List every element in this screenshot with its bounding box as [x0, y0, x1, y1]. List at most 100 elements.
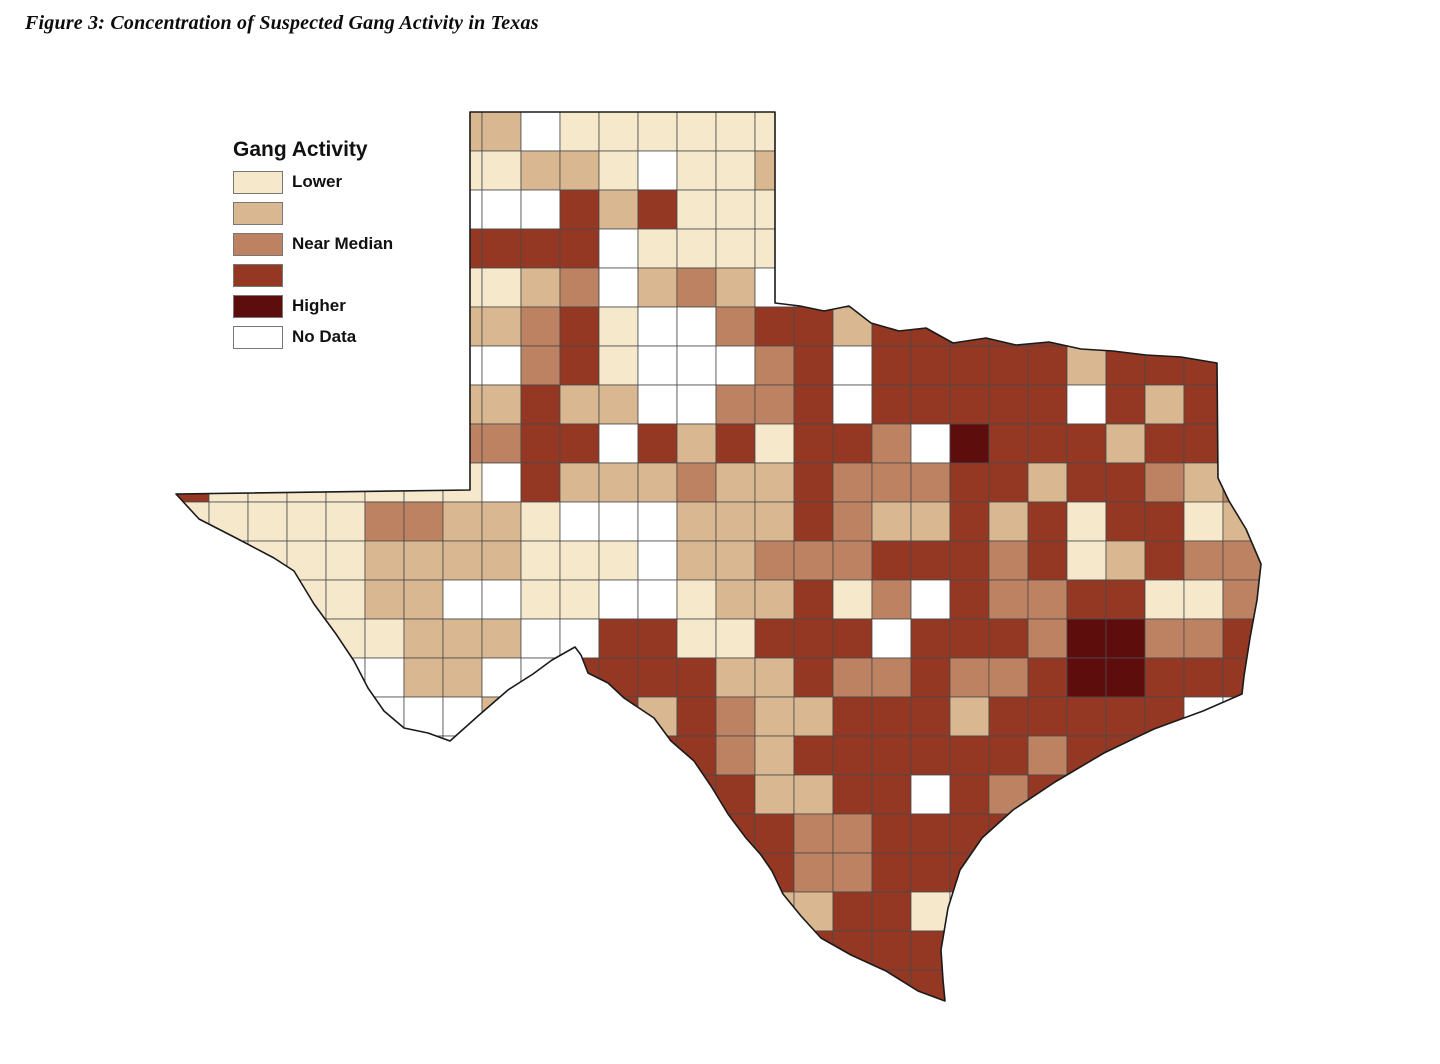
- legend-title: Gang Activity: [233, 138, 368, 161]
- county-cell: [988, 579, 1029, 620]
- county-cell: [1066, 813, 1107, 854]
- legend-swatch-mid-high: [233, 263, 283, 287]
- county-cell: [793, 696, 834, 737]
- county-cell: [1222, 228, 1261, 269]
- county-cell: [520, 696, 561, 737]
- county-cell: [559, 501, 600, 542]
- county-cell: [949, 384, 990, 425]
- county-cell: [793, 813, 834, 854]
- county-cell: [754, 306, 795, 347]
- county-cell: [988, 112, 1029, 152]
- county-cell: [364, 540, 405, 581]
- county-cell: [988, 423, 1029, 464]
- county-cell: [481, 852, 522, 893]
- county-cell: [286, 423, 327, 464]
- legend-item-mid-high: [233, 263, 393, 287]
- county-cell: [1027, 306, 1068, 347]
- county-cell: [832, 306, 873, 347]
- legend-item-near-median: Near Median: [233, 232, 393, 256]
- county-cell: [176, 579, 210, 620]
- county-cell: [871, 852, 912, 893]
- county-cell: [176, 423, 210, 464]
- county-cell: [520, 540, 561, 581]
- county-cell: [598, 267, 639, 308]
- county-cell: [176, 813, 210, 854]
- county-cell: [176, 735, 210, 776]
- county-cell: [325, 618, 366, 659]
- county-cell: [520, 969, 561, 1001]
- county-cell: [1066, 306, 1107, 347]
- county-cell: [598, 852, 639, 893]
- county-cell: [325, 384, 366, 425]
- county-cell: [247, 852, 288, 893]
- county-cell: [715, 969, 756, 1001]
- county-cell: [598, 540, 639, 581]
- county-cell: [949, 852, 990, 893]
- county-cell: [364, 813, 405, 854]
- county-cell: [403, 501, 444, 542]
- county-cell: [286, 618, 327, 659]
- county-cell: [1144, 852, 1185, 893]
- county-cell: [559, 189, 600, 230]
- county-cell: [481, 969, 522, 1001]
- county-cell: [1222, 969, 1261, 1001]
- county-cell: [754, 345, 795, 386]
- county-cell: [1144, 774, 1185, 815]
- county-cell: [637, 579, 678, 620]
- county-cell: [988, 774, 1029, 815]
- legend-item-low-mid: [233, 201, 393, 225]
- county-cell: [715, 423, 756, 464]
- county-cell: [754, 618, 795, 659]
- legend-rows: Lower Near Median Higher No Data: [233, 170, 393, 349]
- county-cell: [676, 423, 717, 464]
- county-cell: [598, 384, 639, 425]
- county-cell: [403, 852, 444, 893]
- county-cell: [1027, 267, 1068, 308]
- county-cell: [520, 345, 561, 386]
- county-cell: [598, 891, 639, 932]
- county-cell: [481, 345, 522, 386]
- county-cell: [481, 150, 522, 191]
- county-cell: [832, 813, 873, 854]
- county-cell: [176, 384, 210, 425]
- county-cell: [754, 579, 795, 620]
- county-cell: [176, 462, 210, 503]
- county-cell: [442, 852, 483, 893]
- county-cell: [1105, 306, 1146, 347]
- county-cell: [598, 930, 639, 971]
- county-cell: [1105, 852, 1146, 893]
- county-cell: [1144, 969, 1185, 1001]
- county-cell: [286, 696, 327, 737]
- county-cell: [442, 501, 483, 542]
- county-cell: [176, 969, 210, 1001]
- county-cell: [325, 540, 366, 581]
- county-cell: [1144, 657, 1185, 698]
- county-cell: [1066, 189, 1107, 230]
- county-cell: [364, 969, 405, 1001]
- county-cell: [988, 657, 1029, 698]
- county-cell: [598, 735, 639, 776]
- county-cell: [1105, 579, 1146, 620]
- county-cell: [676, 657, 717, 698]
- county-cell: [1027, 696, 1068, 737]
- county-cell: [176, 112, 210, 152]
- county-cell: [559, 306, 600, 347]
- county-cell: [793, 930, 834, 971]
- county-cell: [325, 696, 366, 737]
- county-cell: [520, 501, 561, 542]
- county-cell: [793, 540, 834, 581]
- county-cell: [988, 384, 1029, 425]
- county-cell: [676, 306, 717, 347]
- county-cell: [715, 696, 756, 737]
- county-cell: [1027, 579, 1068, 620]
- county-cell: [1183, 930, 1224, 971]
- county-cell: [910, 579, 951, 620]
- county-cell: [520, 579, 561, 620]
- county-cell: [1105, 930, 1146, 971]
- county-cell: [208, 462, 249, 503]
- county-cell: [286, 501, 327, 542]
- county-cell: [598, 501, 639, 542]
- county-cell: [1144, 345, 1185, 386]
- county-cell: [754, 735, 795, 776]
- county-cell: [1144, 306, 1185, 347]
